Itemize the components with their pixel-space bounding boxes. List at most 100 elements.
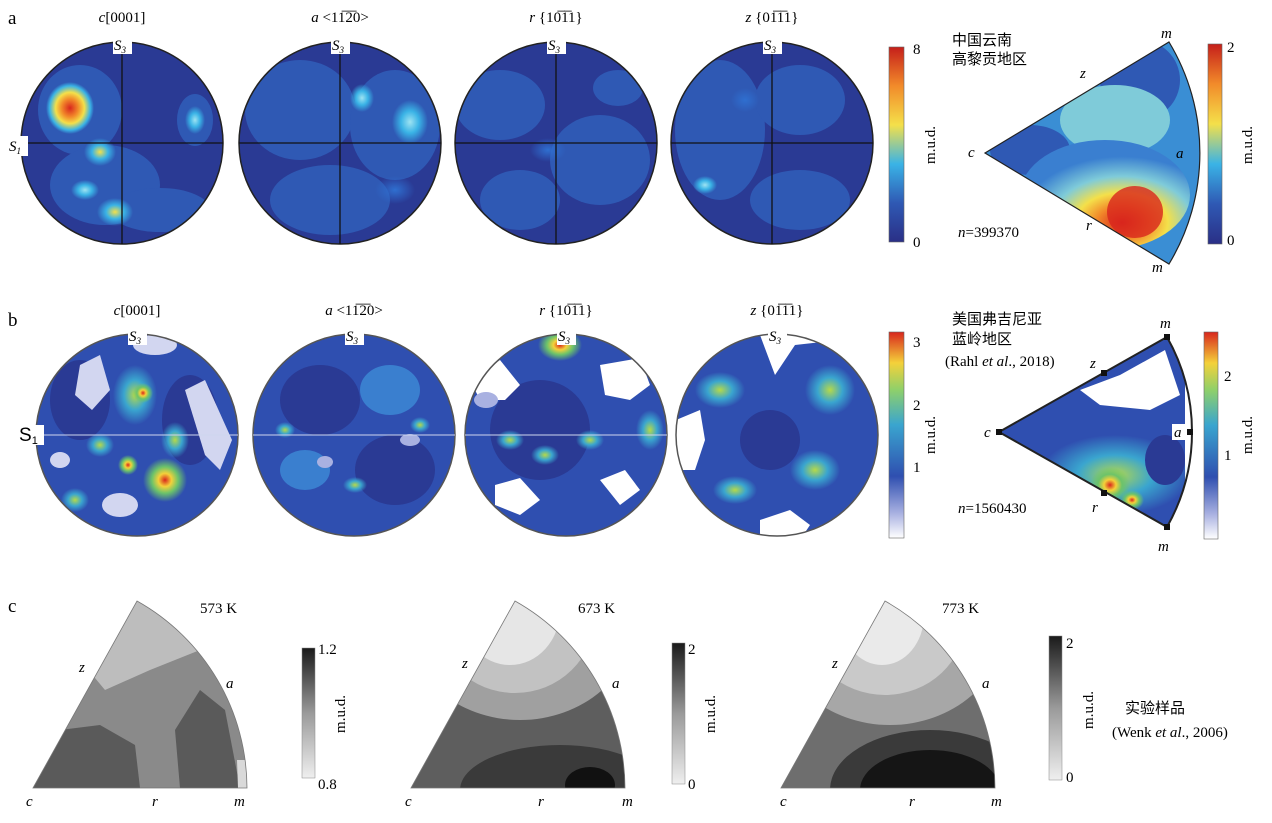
pole-figure-b-c: S3 S1 c[0001]	[18, 303, 239, 537]
vertex-a: a	[1174, 425, 1182, 441]
s3-label: S3	[346, 329, 359, 346]
pole-title: c[0001]	[99, 10, 146, 26]
vertex-m-bottom: m	[1152, 260, 1163, 276]
vertex-r: r	[538, 794, 544, 810]
s3-label: S3	[332, 38, 345, 55]
pole-figure-b-z: S3 z {01̅1̅1}	[675, 303, 879, 537]
pole-figure-b-r: S3 r {10̅1̅1}	[464, 303, 668, 537]
location-line-2: 蓝岭地区	[952, 330, 1012, 348]
tri-colorbar-unit: m.u.d.	[1240, 126, 1256, 164]
vertex-a: a	[226, 676, 234, 692]
colorbar-min: 0	[913, 235, 921, 251]
s3-label: S3	[764, 38, 777, 55]
pole-figure-a-c: S3 S1 c[0001]	[8, 10, 224, 245]
colorbar-tick: 1	[913, 460, 921, 476]
s3-label: S3	[558, 329, 571, 346]
sample-count-b: n=1560430	[958, 501, 1026, 517]
citation-rahl: (Rahl et al., 2018)	[945, 354, 1055, 370]
colorbar-a: 8 0 m.u.d.	[888, 42, 939, 251]
vertex-m: m	[991, 794, 1002, 810]
pole-title: r {10̅1̅1}	[529, 10, 582, 26]
s1-label: S1	[9, 139, 21, 156]
inverse-pole-triangle-b: c z a r m m n=1560430	[958, 316, 1193, 555]
sample-count-a: n=399370	[958, 225, 1019, 241]
inverse-pole-triangle-773k: 773 K c r m z a 2 0 m.u.d.	[780, 600, 1097, 810]
colorbar-tick: 2	[913, 398, 921, 414]
location-line-1: 中国云南	[952, 31, 1012, 49]
s3-label: S3	[114, 38, 127, 55]
inverse-pole-triangle-573k: 573 K c r m z a 1.2 0.8 m.u.d.	[26, 600, 349, 810]
vertex-z: z	[78, 660, 85, 676]
colorbar-min: 0	[688, 777, 696, 793]
colorbar-max: 1.2	[318, 642, 337, 658]
colorbar-max: 8	[913, 42, 921, 58]
colorbar-max: 2	[1066, 636, 1074, 652]
colorbar-min: 0	[1066, 770, 1074, 786]
vertex-c: c	[984, 425, 991, 441]
temperature-label: 673 K	[578, 601, 615, 617]
pole-title: c[0001]	[114, 303, 161, 319]
tri-colorbar-tick: 2	[1224, 369, 1232, 385]
panel-label-a: a	[8, 8, 17, 29]
tri-colorbar-a: 2 0 m.u.d.	[1207, 40, 1256, 249]
colorbar-unit: m.u.d.	[1081, 691, 1097, 729]
vertex-a: a	[612, 676, 620, 692]
vertex-z: z	[1089, 356, 1096, 372]
inverse-pole-triangle-673k: 673 K c r m z a 2 0 m.u.d.	[405, 600, 719, 810]
s1-label: S1	[19, 425, 38, 447]
citation-wenk: (Wenk et al., 2006)	[1112, 725, 1228, 741]
vertex-z: z	[461, 656, 468, 672]
panel-label-c: c	[8, 596, 16, 617]
s3-label: S3	[769, 329, 782, 346]
colorbar-unit: m.u.d.	[333, 695, 349, 733]
tri-colorbar-b: 2 1 m.u.d.	[1203, 331, 1256, 540]
pole-figure-b-a: S3 a <11̅2̅0>	[252, 303, 456, 537]
vertex-a: a	[982, 676, 990, 692]
temperature-label: 573 K	[200, 601, 237, 617]
vertex-r: r	[1092, 500, 1098, 516]
pole-title: z {01̅1̅1}	[745, 10, 799, 26]
s3-label: S3	[129, 329, 142, 346]
colorbar-max: 2	[688, 642, 696, 658]
pole-title: a <11̅2̅0>	[311, 10, 369, 26]
tri-colorbar-unit: m.u.d.	[1240, 416, 1256, 454]
panel-b: b S3	[8, 303, 1256, 555]
vertex-m-bottom: m	[1158, 539, 1169, 555]
vertex-m: m	[622, 794, 633, 810]
location-line-1: 美国弗吉尼亚	[952, 310, 1042, 328]
vertex-c: c	[26, 794, 33, 810]
vertex-m: m	[234, 794, 245, 810]
vertex-z: z	[831, 656, 838, 672]
pole-figure-a-r: S3 r {10̅1̅1}	[454, 10, 658, 245]
pole-title: r {10̅1̅1}	[539, 303, 592, 319]
tri-colorbar-min: 0	[1227, 233, 1235, 249]
vertex-a: a	[1176, 146, 1184, 162]
pole-title: a <11̅2̅0>	[325, 303, 383, 319]
temperature-label: 773 K	[942, 601, 979, 617]
vertex-c: c	[968, 145, 975, 161]
experiment-note: 实验样品	[1125, 699, 1185, 717]
colorbar-unit: m.u.d.	[923, 126, 939, 164]
pole-figure-a-a: S3 a <11̅2̅0>	[238, 10, 442, 245]
colorbar-unit: m.u.d.	[923, 416, 939, 454]
pole-figure-a-z: S3 z {01̅1̅1}	[670, 10, 874, 245]
panel-label-b: b	[8, 310, 18, 331]
colorbar-min: 0.8	[318, 777, 337, 793]
pole-title: z {01̅1̅1}	[750, 303, 804, 319]
panel-a: a S3 S1 c[0001]	[8, 8, 1256, 276]
location-line-2: 高黎贡地区	[952, 50, 1027, 68]
vertex-r: r	[152, 794, 158, 810]
vertex-c: c	[405, 794, 412, 810]
vertex-z: z	[1079, 66, 1086, 82]
colorbar-tick: 3	[913, 335, 921, 351]
vertex-c: c	[780, 794, 787, 810]
vertex-r: r	[1086, 218, 1092, 234]
vertex-m-top: m	[1160, 316, 1171, 332]
tri-colorbar-tick: 1	[1224, 448, 1232, 464]
vertex-r: r	[909, 794, 915, 810]
colorbar-b: 3 2 1 m.u.d.	[888, 331, 939, 539]
colorbar-unit: m.u.d.	[703, 695, 719, 733]
tri-colorbar-max: 2	[1227, 40, 1235, 56]
panel-c: c 573 K c r m z a 1.2 0.8 m.u.d.	[8, 596, 1228, 810]
